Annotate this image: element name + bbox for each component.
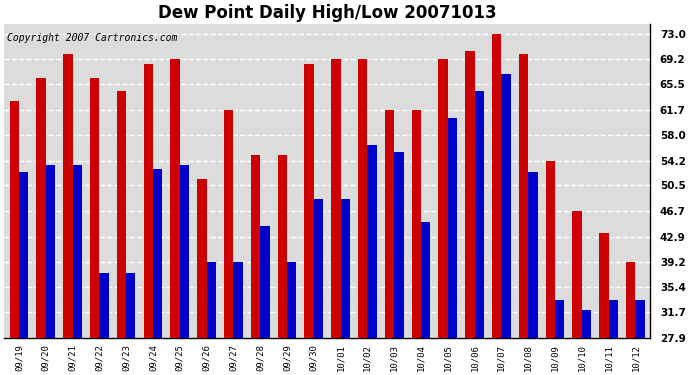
Bar (394, 152, 404, 375)
Bar (233, 262, 243, 375)
Bar (385, 110, 394, 375)
Bar (153, 169, 162, 375)
Bar (117, 91, 126, 375)
Bar (573, 211, 582, 375)
Text: Copyright 2007 Cartronics.com: Copyright 2007 Cartronics.com (8, 33, 178, 43)
Bar (448, 118, 457, 375)
Bar (465, 51, 475, 375)
Bar (10, 101, 19, 375)
Bar (260, 226, 270, 375)
Bar (367, 145, 377, 375)
Bar (250, 155, 260, 375)
Bar (206, 262, 216, 375)
Bar (341, 199, 350, 375)
Bar (170, 59, 179, 375)
Bar (555, 300, 564, 375)
Bar (438, 59, 448, 375)
Bar (224, 110, 233, 375)
Bar (72, 165, 82, 375)
Bar (46, 165, 55, 375)
Bar (197, 179, 206, 375)
Bar (304, 64, 314, 375)
Bar (475, 91, 484, 375)
Bar (63, 54, 72, 375)
Bar (582, 310, 591, 375)
Bar (287, 262, 296, 375)
Bar (126, 273, 135, 375)
Bar (626, 262, 635, 375)
Bar (519, 54, 528, 375)
Bar (421, 222, 431, 375)
Bar (331, 59, 341, 375)
Title: Dew Point Daily High/Low 20071013: Dew Point Daily High/Low 20071013 (158, 4, 496, 22)
Bar (314, 199, 323, 375)
Bar (99, 273, 109, 375)
Bar (492, 34, 502, 375)
Bar (144, 64, 153, 375)
Bar (528, 172, 538, 375)
Bar (546, 160, 555, 375)
Bar (635, 300, 644, 375)
Bar (502, 74, 511, 375)
Bar (358, 59, 367, 375)
Bar (599, 232, 609, 375)
Bar (90, 78, 99, 375)
Bar (609, 300, 618, 375)
Bar (411, 110, 421, 375)
Bar (179, 165, 189, 375)
Bar (19, 172, 28, 375)
Bar (277, 155, 287, 375)
Bar (37, 78, 46, 375)
